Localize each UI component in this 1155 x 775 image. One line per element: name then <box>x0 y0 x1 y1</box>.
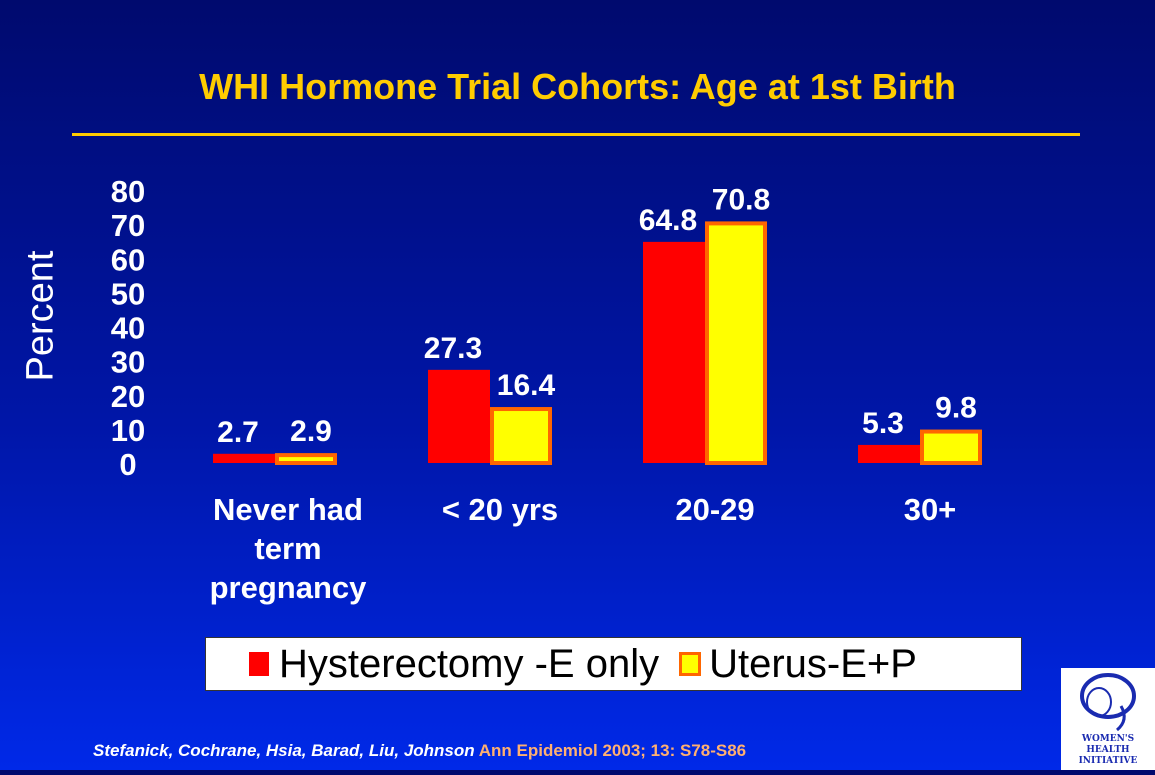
y-tick-label: 50 <box>111 276 145 311</box>
bar-hysterectomy <box>428 369 490 463</box>
y-tick-label: 30 <box>111 345 145 380</box>
y-tick-label: 10 <box>111 413 145 448</box>
whi-logo: WOMEN'S HEALTH INITIATIVE <box>1061 668 1155 770</box>
legend-label-hysterectomy: Hysterectomy -E only <box>279 641 660 686</box>
legend-label-uterus: Uterus-E+P <box>709 641 917 686</box>
bar-uterus <box>490 407 552 466</box>
citation-journal: Ann Epidemiol 2003; 13: S78-S86 <box>474 741 747 760</box>
bar-value-label: 64.8 <box>639 204 697 237</box>
bar-hysterectomy <box>858 444 920 463</box>
x-category-label: 20-29 <box>675 492 754 527</box>
x-category-label: < 20 yrs <box>442 492 558 527</box>
bar-uterus <box>705 221 767 465</box>
bar-uterus <box>275 453 337 466</box>
bar-hysterectomy <box>643 241 705 463</box>
y-tick-label: 80 <box>111 174 145 209</box>
x-category-label: term <box>254 531 321 566</box>
y-tick-label: 60 <box>111 242 145 277</box>
logo-line-1: WOMEN'S <box>1081 734 1135 744</box>
citation: Stefanick, Cochrane, Hsia, Barad, Liu, J… <box>93 741 746 761</box>
title-underline <box>72 133 1080 136</box>
citation-authors: Stefanick, Cochrane, Hsia, Barad, Liu, J… <box>93 741 475 760</box>
logo-line-2: HEALTH <box>1086 745 1130 755</box>
chart-title: WHI Hormone Trial Cohorts: Age at 1st Bi… <box>199 66 956 107</box>
bar-value-label: 16.4 <box>497 369 556 402</box>
bar-uterus <box>920 429 982 465</box>
y-tick-label: 20 <box>111 379 145 414</box>
bar-value-label: 9.8 <box>935 392 977 425</box>
y-tick-label: 0 <box>119 447 136 482</box>
bar-value-label: 2.9 <box>290 415 332 448</box>
bar-value-label: 2.7 <box>217 416 259 449</box>
legend-swatch-hysterectomy <box>249 652 269 676</box>
x-category-label: Never had <box>213 492 363 527</box>
x-category-label: 30+ <box>904 492 957 527</box>
bar-value-label: 5.3 <box>862 407 904 440</box>
bar-hysterectomy <box>213 453 275 463</box>
logo-portrait-icon <box>1080 673 1136 732</box>
x-category-label: pregnancy <box>210 570 368 605</box>
logo-line-3: INITIATIVE <box>1078 756 1138 766</box>
y-tick-label: 70 <box>111 208 145 243</box>
legend: Hysterectomy -E only Uterus-E+P <box>205 637 1022 691</box>
bar-value-label: 27.3 <box>424 332 482 365</box>
legend-swatch-uterus <box>679 652 702 676</box>
bar-value-label: 70.8 <box>712 183 770 216</box>
y-tick-label: 40 <box>111 311 145 346</box>
